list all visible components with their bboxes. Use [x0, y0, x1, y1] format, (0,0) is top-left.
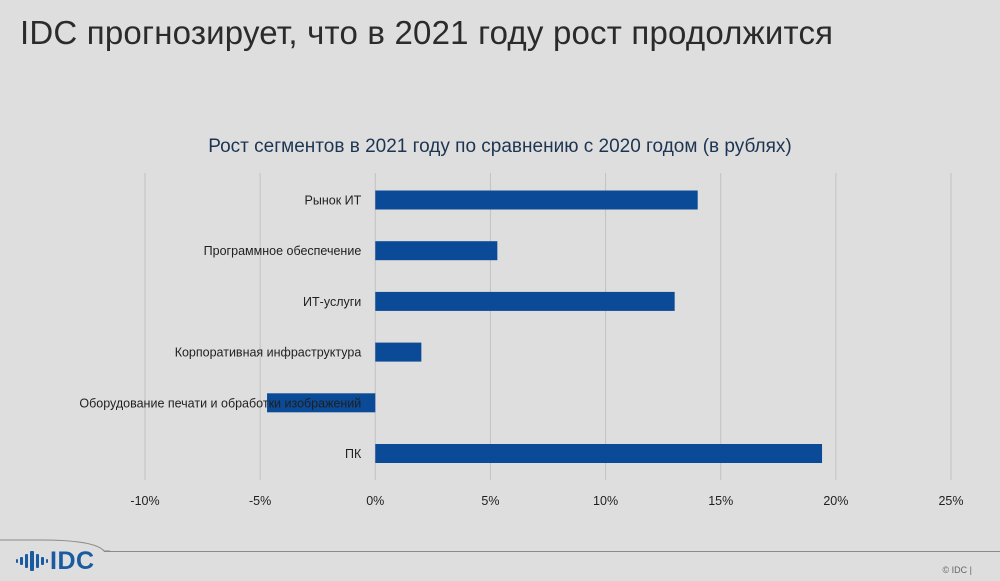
footer-divider	[104, 551, 1000, 552]
x-tick-label: 10%	[593, 494, 618, 508]
x-tick-label: 5%	[481, 494, 499, 508]
bars	[267, 190, 823, 463]
category-label: Оборудование печати и обработки изображе…	[79, 396, 361, 410]
x-tick-labels: -10% -5% 0% 5% 10% 15% 20% 25%	[130, 494, 963, 508]
copyright-text: © IDC |	[942, 565, 972, 575]
x-tick-label: 25%	[938, 494, 963, 508]
slide-title: IDC прогнозирует, что в 2021 году рост п…	[20, 14, 834, 51]
footer-divider-curve	[0, 539, 110, 552]
x-tick-label: 15%	[708, 494, 733, 508]
x-tick-label: 0%	[366, 494, 384, 508]
bar	[375, 190, 698, 210]
bar	[267, 393, 376, 413]
gridlines	[144, 173, 952, 480]
category-label: Корпоративная инфраструктура	[175, 346, 362, 360]
x-tick-label: -5%	[249, 494, 271, 508]
bar	[375, 444, 823, 463]
category-label: Рынок ИТ	[305, 194, 362, 208]
category-label: ПК	[345, 447, 362, 461]
bar	[375, 241, 498, 261]
idc-logo-text: IDC	[50, 546, 95, 575]
bar	[375, 342, 422, 362]
idc-logo: IDC	[16, 547, 95, 575]
bar	[375, 291, 675, 311]
x-tick-label: -10%	[130, 494, 159, 508]
x-tick-label: 20%	[823, 494, 848, 508]
idc-logo-mark-icon	[16, 551, 48, 571]
chart-title: Рост сегментов в 2021 году по сравнению …	[208, 136, 792, 157]
category-labels: Рынок ИТ Программное обеспечение ИТ-услуги…	[79, 194, 362, 462]
category-label: Программное обеспечение	[204, 244, 362, 258]
category-label: ИТ-услуги	[303, 295, 361, 309]
